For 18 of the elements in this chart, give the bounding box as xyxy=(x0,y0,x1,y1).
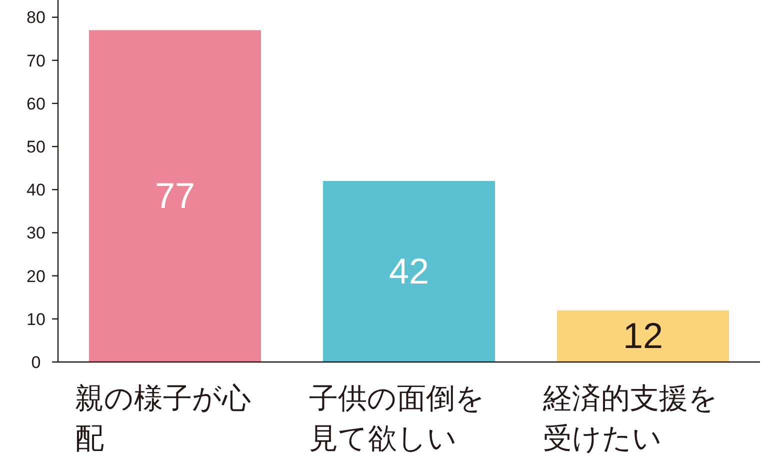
y-tick-label: 60 xyxy=(26,94,46,114)
x-tick-label: 子供の面倒を見て欲しい xyxy=(309,380,486,457)
x-tick-label: 経済的支援を受けたい xyxy=(543,380,719,457)
y-tick-label: 30 xyxy=(26,224,46,243)
y-tick-label: 40 xyxy=(26,180,46,200)
y-tick-label: 0 xyxy=(31,353,41,372)
bar xyxy=(323,181,495,362)
data-label: 77 xyxy=(154,175,196,216)
bar xyxy=(89,30,261,362)
y-tick-label: 80 xyxy=(26,8,46,28)
data-label: 12 xyxy=(622,315,664,356)
y-tick-label: 70 xyxy=(26,51,46,70)
x-tick-label: 親の様子が心配 xyxy=(75,380,252,457)
y-tick-label: 10 xyxy=(26,310,46,329)
bar xyxy=(557,310,729,362)
y-tick-label: 50 xyxy=(26,138,46,157)
data-label: 42 xyxy=(388,250,430,292)
y-tick-label: 20 xyxy=(26,266,46,286)
